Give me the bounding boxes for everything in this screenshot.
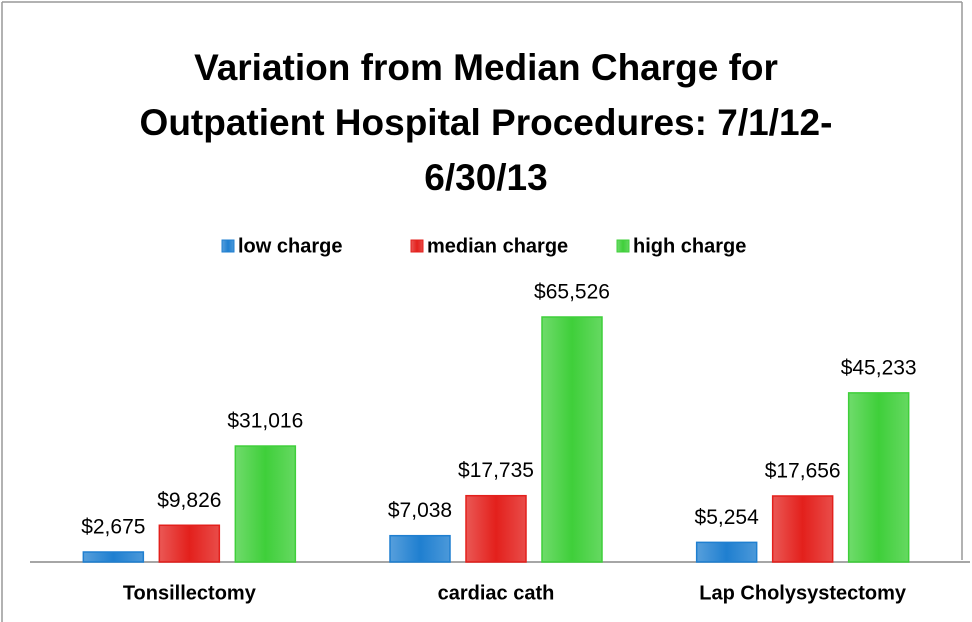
legend-swatch xyxy=(410,239,424,253)
data-label: $65,526 xyxy=(534,281,610,304)
data-label: $17,656 xyxy=(765,460,841,483)
data-label: $7,038 xyxy=(388,499,452,522)
data-label: $9,826 xyxy=(157,489,221,512)
bar xyxy=(389,534,451,563)
bar xyxy=(158,524,221,563)
data-label: $2,675 xyxy=(81,516,145,539)
data-label: $5,254 xyxy=(695,506,760,529)
x-tick-label: Lap Cholysystectomy xyxy=(699,582,907,604)
bar xyxy=(234,445,297,563)
chart-title: Variation from Median Charge for Outpati… xyxy=(139,47,833,198)
data-label: $45,233 xyxy=(841,356,917,379)
bar xyxy=(82,551,145,563)
x-tick-label: cardiac cath xyxy=(438,582,555,604)
legend-swatch xyxy=(221,239,235,253)
legend-label: median charge xyxy=(427,235,568,257)
legend-swatch xyxy=(616,239,630,253)
bar xyxy=(771,495,834,563)
bar xyxy=(541,316,603,563)
data-label: $31,016 xyxy=(227,410,303,433)
legend-label: high charge xyxy=(633,235,746,257)
bar xyxy=(465,494,527,563)
bar xyxy=(847,392,910,563)
legend-label: low charge xyxy=(238,235,342,257)
data-label: $17,735 xyxy=(458,459,534,482)
bar xyxy=(695,541,758,563)
x-tick-label: Tonsillectomy xyxy=(123,582,257,604)
